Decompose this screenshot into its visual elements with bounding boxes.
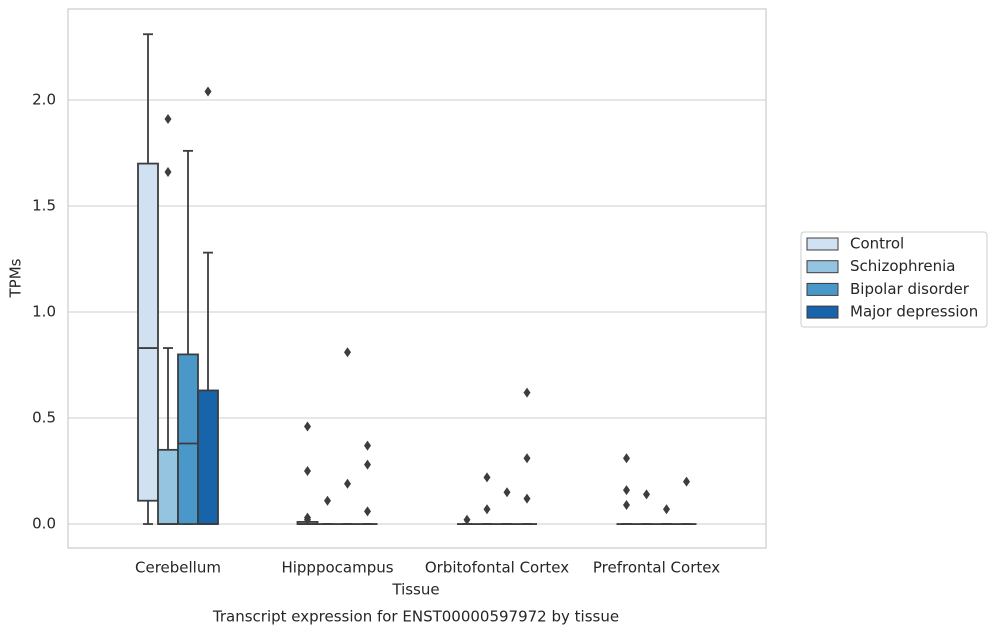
- x-tick-label: Orbitofontal Cortex: [425, 559, 569, 577]
- outlier: [523, 453, 531, 464]
- y-tick-label: 2.0: [32, 90, 56, 108]
- outlier: [304, 514, 311, 525]
- box: [177, 353, 199, 525]
- box: [157, 448, 179, 525]
- x-tick-label: Cerebellum: [135, 559, 221, 577]
- legend-label: Bipolar disorder: [850, 280, 970, 298]
- x-axis-label: Tissue: [391, 581, 439, 599]
- outlier: [663, 504, 670, 515]
- outlier: [523, 493, 531, 504]
- legend-swatch: [806, 260, 839, 274]
- outlier: [304, 466, 311, 477]
- outlier: [483, 472, 491, 483]
- legend-swatch: [806, 305, 839, 319]
- caption: Transcript expression for ENST0000059797…: [212, 608, 619, 626]
- y-axis-label: TPMs: [7, 258, 25, 298]
- outlier: [344, 478, 351, 489]
- legend-swatch: [806, 237, 839, 251]
- x-tick-label: Hipppocampus: [281, 559, 393, 577]
- outlier: [503, 487, 511, 498]
- outlier: [463, 514, 471, 525]
- outlier: [623, 453, 630, 464]
- outlier: [483, 504, 491, 515]
- x-tick-label: Prefrontal Cortex: [593, 559, 720, 577]
- y-tick-label: 0.0: [32, 515, 56, 533]
- outlier: [344, 347, 351, 358]
- y-tick-label: 1.0: [32, 303, 56, 321]
- legend-label: Major depression: [850, 303, 978, 321]
- outlier: [683, 476, 690, 487]
- legend-label: Schizophrenia: [850, 257, 955, 275]
- y-tick-label: 0.5: [32, 409, 56, 427]
- legend-label: Control: [850, 235, 904, 253]
- outlier: [643, 489, 650, 500]
- outlier: [324, 495, 331, 506]
- outlier: [204, 86, 212, 97]
- legend-frame: [800, 231, 988, 328]
- outlier: [623, 499, 630, 510]
- outlier: [364, 459, 371, 470]
- box: [137, 162, 159, 502]
- legend-swatch: [806, 282, 839, 296]
- outlier: [364, 440, 371, 451]
- y-tick-label: 1.5: [32, 196, 56, 214]
- outlier: [523, 387, 531, 398]
- outlier: [623, 485, 630, 496]
- outlier: [164, 167, 172, 178]
- outlier: [364, 506, 371, 517]
- plot-frame: [67, 8, 767, 549]
- outlier: [304, 421, 311, 432]
- outlier: [164, 114, 172, 125]
- box: [197, 389, 219, 525]
